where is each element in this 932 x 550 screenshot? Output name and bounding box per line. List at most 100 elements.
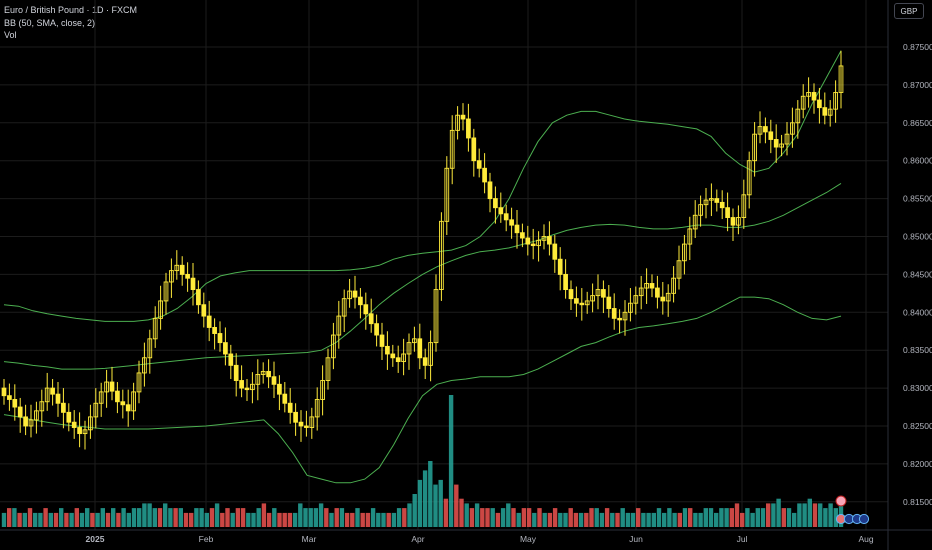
volume-bar [766, 503, 771, 527]
volume-bar [802, 503, 807, 527]
candle-body [55, 393, 61, 404]
volume-bar [344, 512, 350, 527]
candle-body [39, 401, 45, 412]
candle-body [584, 300, 590, 306]
candle [768, 119, 774, 154]
candle-body [401, 353, 406, 363]
legend-symbol[interactable]: Euro / British Pound · 1D · FXCM [4, 5, 138, 15]
currency-button[interactable]: GBP [894, 3, 924, 19]
legend-bollinger-bands[interactable]: BB (50, SMA, close, 2) [4, 17, 96, 28]
volume-bar [526, 508, 532, 527]
candle [201, 292, 207, 328]
volume-bar [157, 508, 163, 527]
volume-bar [490, 508, 495, 527]
volume-bar [38, 512, 43, 527]
candle [601, 280, 606, 314]
candle-body [179, 264, 185, 275]
candle-body [493, 198, 498, 209]
volume-bar [329, 512, 334, 527]
candle [50, 379, 55, 406]
volume-bar [370, 508, 376, 527]
candle [304, 410, 309, 437]
candle [773, 124, 779, 163]
candle [574, 286, 579, 317]
candle-body [536, 239, 541, 247]
candle [741, 179, 747, 229]
candle [401, 338, 406, 376]
earnings-marker-icon [835, 495, 847, 507]
candle-body [325, 357, 331, 381]
candle-body [817, 99, 822, 109]
candle [34, 401, 39, 434]
volume-bar [142, 503, 147, 527]
candle-body [752, 133, 757, 162]
volume-bar [152, 508, 157, 527]
volume-bar [682, 508, 688, 527]
bb-upper-line [3, 50, 842, 322]
volume-bar [433, 484, 438, 527]
candle [277, 375, 282, 411]
candle [709, 183, 714, 217]
candle-body [476, 160, 482, 169]
volume-bar [199, 508, 204, 527]
candle-body [358, 296, 363, 306]
time-axis[interactable]: 2025 Feb Mar Apr May Jun Jul Aug [86, 534, 874, 544]
volume-bar [350, 512, 355, 527]
candle [498, 192, 504, 223]
candle [1, 379, 7, 405]
candle [595, 274, 601, 310]
volume-bar [610, 512, 615, 527]
candle-body [449, 129, 455, 169]
candle-body [579, 302, 585, 306]
candle [584, 291, 590, 314]
candle [239, 365, 244, 398]
volume-bar [448, 395, 454, 527]
time-tick-label: Jul [737, 534, 748, 544]
candle [660, 281, 666, 315]
candle-body [498, 207, 504, 215]
candle [800, 84, 806, 119]
volume-bar [48, 512, 53, 527]
price-tick-label: 0.87000 [903, 80, 932, 90]
volume-bar [656, 508, 662, 527]
candle [622, 300, 628, 336]
volume-bar [111, 508, 116, 527]
candle [827, 100, 833, 127]
volume-bar [474, 503, 480, 527]
bb-basis-line [3, 182, 842, 370]
candle [61, 388, 66, 429]
candle [12, 384, 18, 421]
price-axis[interactable]: 0.87500 0.87000 0.86500 0.86000 0.85500 0.850… [903, 42, 932, 507]
candle-body [347, 290, 352, 300]
volume-bar [256, 508, 261, 527]
candle-body [746, 160, 752, 196]
candle [244, 379, 250, 401]
candle-body [7, 395, 12, 400]
candle-body [158, 300, 163, 319]
volume-bar [74, 508, 79, 527]
volume-bar [797, 503, 802, 527]
volume-bar [147, 503, 152, 527]
volume-bar [324, 508, 329, 527]
candle [412, 326, 417, 352]
candle-body [520, 232, 525, 239]
volume-bar [594, 508, 599, 527]
candle-body [131, 391, 136, 412]
volume-bars [1, 395, 844, 527]
candle-body [201, 304, 207, 317]
candle-body [217, 333, 223, 344]
candle-body [617, 317, 622, 321]
candle-body [190, 277, 196, 291]
candle-body [687, 228, 693, 245]
candle [552, 234, 558, 273]
candle [779, 134, 784, 157]
candle [88, 404, 93, 439]
candle-body [277, 383, 282, 395]
volume-bar [272, 508, 277, 527]
candle [757, 111, 763, 144]
candle [152, 306, 158, 348]
volume-bar [220, 512, 225, 527]
legend-volume[interactable]: Vol [4, 30, 17, 40]
candle-body [287, 402, 293, 413]
